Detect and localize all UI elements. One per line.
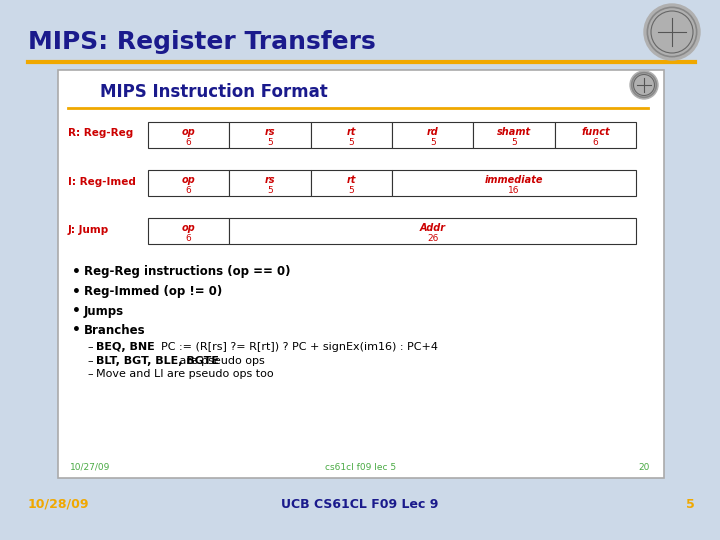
Text: –: – xyxy=(87,369,93,379)
Text: Reg-Reg instructions (op == 0): Reg-Reg instructions (op == 0) xyxy=(84,266,290,279)
Bar xyxy=(392,170,636,196)
Text: rs: rs xyxy=(265,127,275,137)
Text: Move and LI are pseudo ops too: Move and LI are pseudo ops too xyxy=(96,369,274,379)
Bar xyxy=(148,170,230,196)
Text: J: Jump: J: Jump xyxy=(68,225,109,235)
Text: 5: 5 xyxy=(348,186,354,195)
Text: –: – xyxy=(87,356,93,366)
Text: 10/28/09: 10/28/09 xyxy=(28,497,89,510)
Text: op: op xyxy=(181,175,196,185)
Bar xyxy=(473,122,554,148)
Text: I: Reg-Imed: I: Reg-Imed xyxy=(68,177,136,187)
Text: 5: 5 xyxy=(267,186,273,195)
Text: 10/27/09: 10/27/09 xyxy=(70,462,110,471)
Text: 5: 5 xyxy=(686,497,695,510)
Text: 6: 6 xyxy=(593,138,598,147)
Text: rt: rt xyxy=(346,175,356,185)
Text: –: – xyxy=(87,342,93,352)
Text: 6: 6 xyxy=(186,234,192,244)
Text: 6: 6 xyxy=(186,138,192,147)
Text: are pseudo ops: are pseudo ops xyxy=(176,356,265,366)
Bar xyxy=(230,122,310,148)
Text: op: op xyxy=(181,223,196,233)
Text: 5: 5 xyxy=(267,138,273,147)
Text: PC := (R[rs] ?= R[rt]) ? PC + signEx(im16) : PC+4: PC := (R[rs] ?= R[rt]) ? PC + signEx(im1… xyxy=(140,342,438,352)
Bar xyxy=(554,122,636,148)
Text: •: • xyxy=(72,285,81,299)
Bar xyxy=(148,122,230,148)
Text: rd: rd xyxy=(427,127,438,137)
Text: Jumps: Jumps xyxy=(84,305,124,318)
Text: Reg-Immed (op != 0): Reg-Immed (op != 0) xyxy=(84,286,222,299)
Text: Addr: Addr xyxy=(420,223,446,233)
Text: rs: rs xyxy=(265,175,275,185)
Bar xyxy=(310,170,392,196)
Text: immediate: immediate xyxy=(485,175,544,185)
Text: shamt: shamt xyxy=(497,127,531,137)
Bar xyxy=(230,218,636,244)
Text: •: • xyxy=(72,265,81,279)
Bar xyxy=(230,170,310,196)
Text: R: Reg-Reg: R: Reg-Reg xyxy=(68,128,133,138)
Bar xyxy=(310,122,392,148)
Bar xyxy=(392,122,473,148)
Text: MIPS: Register Transfers: MIPS: Register Transfers xyxy=(28,30,376,54)
Text: funct: funct xyxy=(581,127,610,137)
Text: Branches: Branches xyxy=(84,323,145,336)
Text: •: • xyxy=(72,304,81,318)
Text: •: • xyxy=(72,323,81,337)
Text: 6: 6 xyxy=(186,186,192,195)
Circle shape xyxy=(644,4,700,60)
Bar xyxy=(148,218,230,244)
Text: 5: 5 xyxy=(430,138,436,147)
Text: UCB CS61CL F09 Lec 9: UCB CS61CL F09 Lec 9 xyxy=(282,497,438,510)
Text: MIPS Instruction Format: MIPS Instruction Format xyxy=(100,83,328,101)
Text: 26: 26 xyxy=(427,234,438,244)
Text: 5: 5 xyxy=(348,138,354,147)
Text: cs61cl f09 lec 5: cs61cl f09 lec 5 xyxy=(325,462,397,471)
Text: rt: rt xyxy=(346,127,356,137)
Text: 5: 5 xyxy=(511,138,517,147)
Circle shape xyxy=(630,71,658,99)
Text: 16: 16 xyxy=(508,186,520,195)
FancyBboxPatch shape xyxy=(58,70,664,478)
Text: 20: 20 xyxy=(639,462,650,471)
Text: BEQ, BNE: BEQ, BNE xyxy=(96,342,155,352)
Text: BLT, BGT, BLE, BGTE: BLT, BGT, BLE, BGTE xyxy=(96,356,219,366)
Text: op: op xyxy=(181,127,196,137)
